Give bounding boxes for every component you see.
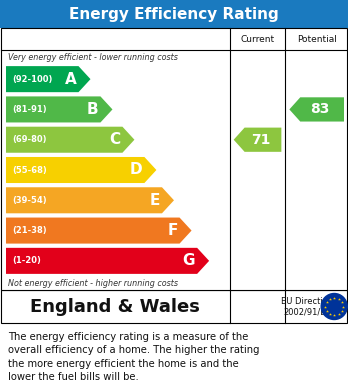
Text: D: D [130,163,142,178]
Text: Energy Efficiency Rating: Energy Efficiency Rating [69,7,279,22]
Bar [1,28,347,290]
Text: E: E [150,193,160,208]
Text: (81-91): (81-91) [12,105,47,114]
Polygon shape [6,187,174,213]
Text: Potential: Potential [297,34,337,43]
Polygon shape [6,97,112,122]
Text: F: F [167,223,177,238]
Text: Not energy efficient - higher running costs: Not energy efficient - higher running co… [8,278,178,287]
Polygon shape [6,66,90,92]
Polygon shape [6,127,134,153]
Text: B: B [87,102,98,117]
Circle shape [321,294,347,319]
Polygon shape [6,157,156,183]
Bar [0,0,348,28]
Text: (69-80): (69-80) [12,135,47,144]
Text: (21-38): (21-38) [12,226,47,235]
Text: 71: 71 [251,133,270,147]
Text: 83: 83 [310,102,330,117]
Text: EU Directive
2002/91/EC: EU Directive 2002/91/EC [281,297,333,316]
Text: A: A [65,72,77,87]
Text: G: G [183,253,195,268]
Bar [1,290,347,323]
Text: The energy efficiency rating is a measure of the
overall efficiency of a home. T: The energy efficiency rating is a measur… [8,332,260,382]
Text: (55-68): (55-68) [12,165,47,174]
Text: Current: Current [240,34,275,43]
Text: England & Wales: England & Wales [30,298,200,316]
Text: (1-20): (1-20) [12,256,41,265]
Polygon shape [6,248,209,274]
Polygon shape [234,127,282,152]
Polygon shape [289,97,344,122]
Text: C: C [109,132,120,147]
Text: (39-54): (39-54) [12,196,47,205]
Polygon shape [6,217,191,244]
Text: (92-100): (92-100) [12,75,53,84]
Text: Very energy efficient - lower running costs: Very energy efficient - lower running co… [8,52,178,61]
